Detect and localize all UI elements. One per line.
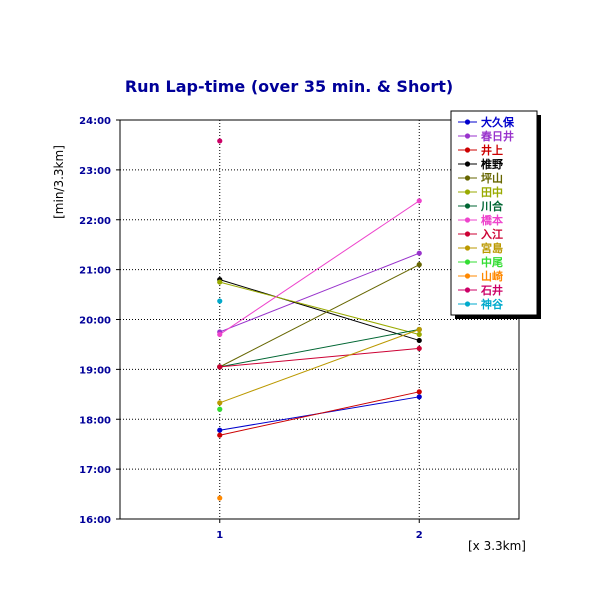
data-point (217, 400, 223, 406)
legend-swatch-point (464, 259, 471, 265)
series-line (219, 281, 420, 335)
legend-label: 田中 (481, 185, 503, 199)
data-point (416, 262, 422, 268)
y-tick-label: 19:00 (79, 365, 111, 376)
data-point (217, 427, 223, 433)
legend-label: 宮島 (481, 241, 503, 255)
data-point (217, 279, 223, 285)
y-tick-label: 20:00 (79, 316, 111, 327)
legend-swatch-point (464, 203, 471, 209)
legend-swatch-point (464, 133, 471, 139)
legend-label: 井上 (481, 143, 503, 157)
data-point (416, 250, 422, 256)
legend-label: 椎野 (480, 157, 503, 171)
data-point (217, 298, 223, 304)
legend-label: 石井 (480, 283, 503, 297)
data-point (217, 331, 223, 338)
y-tick-label: 22:00 (79, 216, 111, 227)
series-line (219, 252, 420, 333)
series-line (219, 279, 420, 341)
legend-swatch-point (464, 245, 471, 251)
data-point (217, 364, 223, 370)
legend-box (450, 110, 538, 316)
y-axis-label: [min/3.3km] (52, 145, 66, 219)
legend-label: 中尾 (481, 255, 503, 269)
legend-swatch-point (464, 301, 471, 307)
data-point (416, 394, 422, 400)
chart-title: Run Lap-time (over 35 min. & Short) (125, 77, 453, 96)
legend-swatch-point (464, 287, 471, 293)
x-axis-label: [x 3.3km] (468, 539, 526, 553)
series-line (219, 347, 420, 368)
legend-label: 入江 (481, 227, 503, 241)
series-line (219, 328, 420, 368)
legend-swatch-point (464, 231, 471, 237)
y-tick-label: 21:00 (79, 266, 111, 277)
data-point (217, 432, 223, 438)
series-line (219, 200, 420, 335)
y-tick-label: 18:00 (79, 415, 111, 426)
legend-swatch-point (464, 189, 471, 195)
series-line (219, 329, 420, 404)
x-tick-label: 2 (416, 530, 423, 541)
data-point (416, 389, 422, 395)
data-point (217, 495, 223, 501)
legend-label: 坪山 (481, 171, 503, 185)
legend-label: 神谷 (481, 297, 504, 311)
legend-swatch-point (464, 175, 471, 181)
data-point (416, 331, 422, 338)
series-line (219, 264, 420, 368)
data-point (416, 326, 422, 333)
legend-label: 川合 (480, 199, 504, 213)
legend-swatch-point (464, 119, 471, 125)
data-point (416, 345, 422, 352)
legend-swatch-point (464, 217, 471, 223)
data-point (217, 406, 223, 412)
legend-swatch-point (464, 161, 471, 167)
series-line (219, 391, 420, 436)
legend-swatch-point (464, 273, 471, 279)
legend-label: 大久保 (481, 115, 515, 129)
data-point (416, 198, 422, 204)
legend-swatch-point (464, 147, 471, 153)
legend-label: 春日井 (481, 129, 514, 143)
x-tick-label: 1 (216, 530, 223, 541)
legend-label: 橋本 (481, 213, 503, 227)
y-tick-label: 23:00 (79, 166, 111, 177)
y-tick-label: 17:00 (79, 465, 111, 476)
y-tick-label: 24:00 (79, 116, 111, 127)
legend-label: 山崎 (481, 269, 503, 283)
data-point (217, 138, 223, 144)
y-tick-label: 16:00 (79, 515, 111, 526)
data-point (416, 337, 422, 344)
